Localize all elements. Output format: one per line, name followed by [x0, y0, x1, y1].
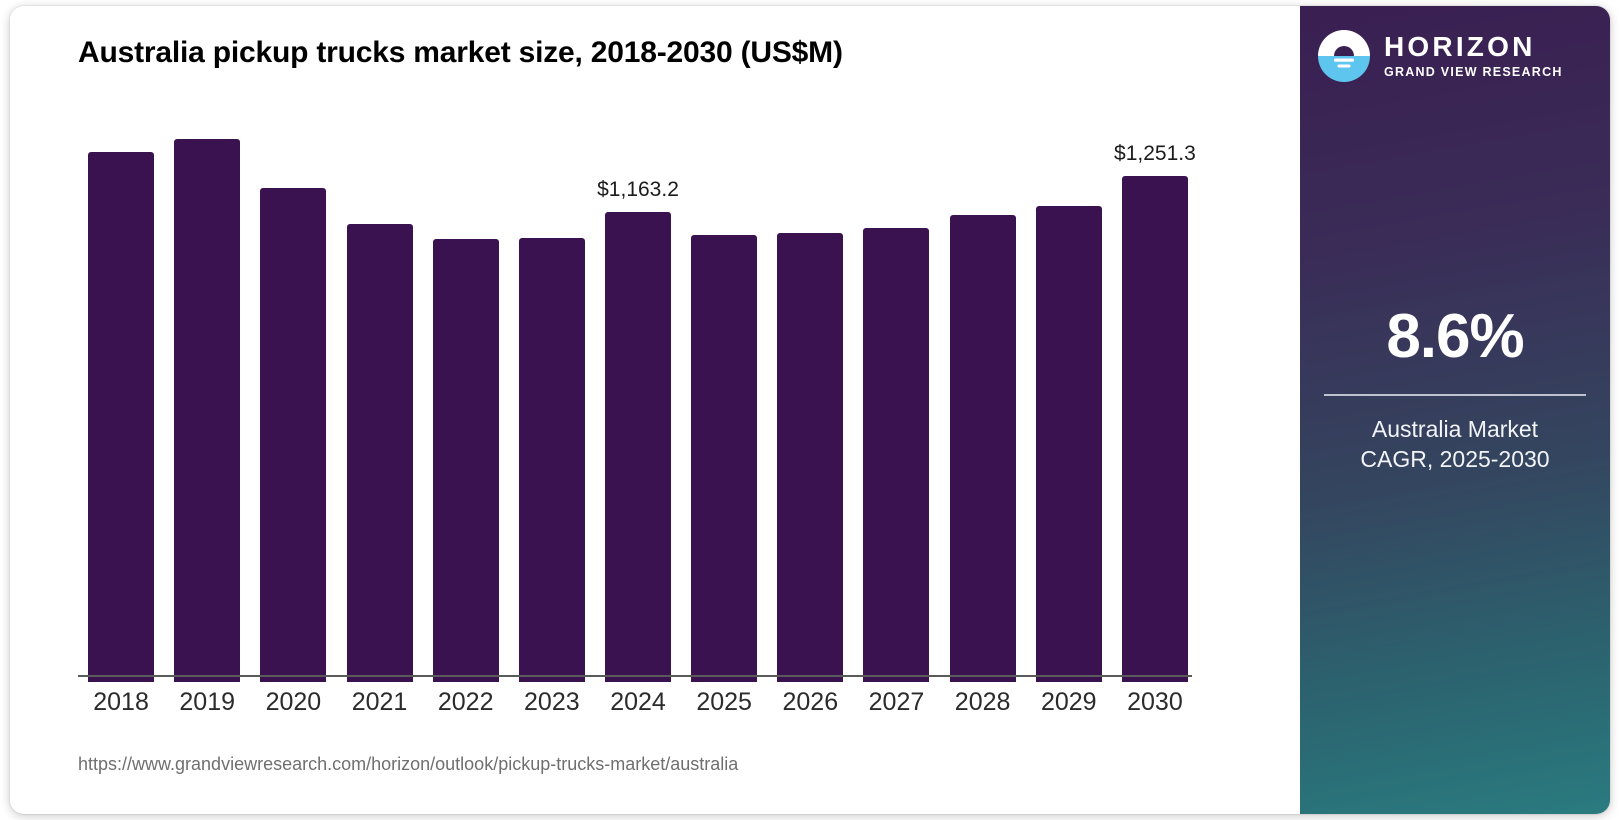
x-tick-2024: 2024 — [610, 688, 666, 716]
bar-rect-2028 — [949, 215, 1016, 682]
cagr-divider — [1324, 394, 1586, 396]
bar-2023[interactable] — [518, 116, 585, 682]
cagr-caption: Australia Market CAGR, 2025-2030 — [1300, 414, 1610, 475]
bar-rect-2024 — [605, 211, 671, 682]
cagr-value: 8.6% — [1386, 302, 1524, 371]
bar-rect-2021 — [346, 223, 413, 682]
bar-2018[interactable] — [88, 116, 155, 682]
cagr-caption-line2: CAGR, 2025-2030 — [1360, 446, 1550, 473]
bar-rect-2019 — [174, 138, 241, 682]
bar-rect-2022 — [432, 239, 499, 682]
x-axis-line — [78, 675, 1192, 677]
bar-chart-plot: $1,163.2 $1,251.3 — [78, 116, 1198, 682]
bar-rect-2018 — [88, 151, 155, 682]
report-card: Australia pickup trucks market size, 201… — [10, 6, 1610, 814]
chart-title: Australia pickup trucks market size, 201… — [78, 36, 843, 69]
bar-2020[interactable] — [260, 116, 327, 682]
bar-2019[interactable] — [174, 116, 241, 682]
bar-2021[interactable] — [346, 116, 413, 682]
brand-tagline: GRAND VIEW RESEARCH — [1384, 65, 1563, 80]
bar-value-label-2024: $1,163.2 — [597, 177, 679, 201]
x-tick-2021: 2021 — [351, 688, 408, 716]
cagr-callout: 8.6% Australia Market CAGR, 2025-2030 — [1300, 306, 1610, 475]
bar-rect-2023 — [518, 238, 585, 682]
bar-2026[interactable] — [777, 116, 844, 682]
bar-2025[interactable] — [691, 116, 758, 682]
bar-rect-2025 — [691, 235, 758, 682]
bar-rect-2027 — [863, 227, 930, 682]
bar-rect-2029 — [1035, 206, 1102, 682]
bar-rect-2020 — [260, 187, 327, 682]
bar-rect-2026 — [777, 233, 844, 682]
x-tick-2030: 2030 — [1127, 688, 1183, 716]
bar-2024[interactable]: $1,163.2 — [597, 116, 679, 682]
bar-2029[interactable] — [1035, 116, 1102, 682]
x-tick-2019: 2019 — [179, 688, 236, 716]
x-tick-2023: 2023 — [524, 688, 580, 716]
bar-2030[interactable]: $1,251.3 — [1114, 116, 1196, 682]
x-tick-2029: 2029 — [1040, 688, 1097, 716]
chart-panel: Australia pickup trucks market size, 201… — [10, 6, 1300, 814]
brand-logo: HORIZON GRAND VIEW RESEARCH — [1316, 24, 1596, 88]
x-tick-2027: 2027 — [868, 688, 925, 716]
horizon-sunrise-logo-icon — [1316, 28, 1372, 84]
x-tick-2028: 2028 — [954, 688, 1011, 716]
bar-value-label-2030: $1,251.3 — [1114, 142, 1196, 166]
bar-rect-2030 — [1121, 176, 1188, 682]
x-tick-2018: 2018 — [93, 688, 149, 716]
brand-logo-text: HORIZON GRAND VIEW RESEARCH — [1384, 33, 1563, 79]
cagr-caption-line1: Australia Market — [1371, 415, 1539, 442]
bar-2027[interactable] — [863, 116, 930, 682]
bar-2028[interactable] — [949, 116, 1016, 682]
x-tick-2025: 2025 — [696, 688, 752, 716]
brand-name: HORIZON — [1384, 31, 1536, 63]
x-tick-2026: 2026 — [782, 688, 839, 716]
source-url[interactable]: https://www.grandviewresearch.com/horizo… — [78, 754, 739, 774]
brand-sidebar: HORIZON GRAND VIEW RESEARCH 8.6% Austral… — [1300, 6, 1610, 814]
x-tick-2022: 2022 — [437, 688, 494, 716]
bar-2022[interactable] — [432, 116, 499, 682]
x-tick-2020: 2020 — [265, 688, 322, 716]
